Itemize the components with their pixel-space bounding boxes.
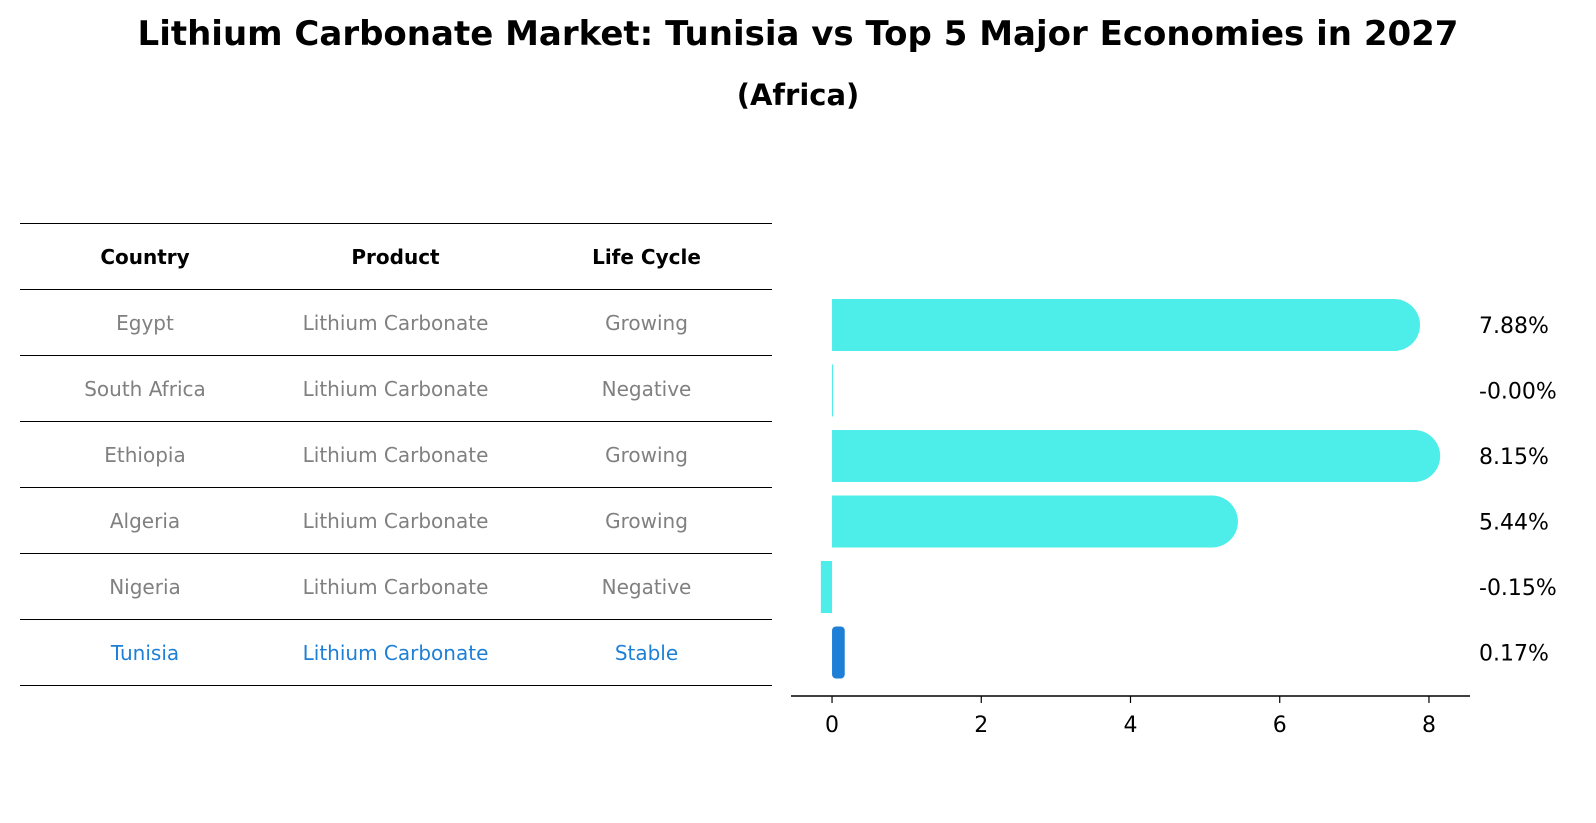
bar-ethiopia bbox=[832, 430, 1441, 482]
value-label: -0.15% bbox=[1479, 576, 1557, 601]
chart-subtitle: (Africa) bbox=[736, 78, 860, 112]
header-life-cycle: Life Cycle bbox=[592, 244, 701, 269]
country-cell: Nigeria bbox=[109, 574, 181, 599]
value-label: 8.15% bbox=[1479, 445, 1549, 470]
value-label: 5.44% bbox=[1479, 511, 1549, 536]
product-cell: Lithium Carbonate bbox=[302, 310, 489, 335]
life-cycle-cell: Stable bbox=[614, 640, 679, 665]
table-header-row: Country Product Life Cycle bbox=[20, 224, 772, 290]
table-row: Ethiopia Lithium Carbonate Growing bbox=[20, 422, 772, 488]
product-cell: Lithium Carbonate bbox=[302, 508, 489, 533]
market-table: Country Product Life Cycle Egypt Lithium… bbox=[20, 223, 772, 686]
life-cycle-cell: Growing bbox=[605, 508, 688, 533]
life-cycle-cell: Growing bbox=[605, 310, 688, 335]
bar-south-africa bbox=[832, 364, 834, 417]
life-cycle-cell: Negative bbox=[601, 376, 692, 401]
x-tick-label: 4 bbox=[1124, 713, 1138, 738]
value-label: 0.17% bbox=[1479, 642, 1549, 667]
bar-nigeria bbox=[820, 561, 833, 613]
bar-tunisia bbox=[832, 626, 845, 679]
table-row: South Africa Lithium Carbonate Negative bbox=[20, 356, 772, 422]
chart-title: Lithium Carbonate Market: Tunisia vs Top… bbox=[137, 14, 1459, 54]
product-cell: Lithium Carbonate bbox=[302, 376, 489, 401]
bar-egypt bbox=[832, 299, 1421, 351]
country-cell: Ethiopia bbox=[104, 442, 186, 467]
country-cell: South Africa bbox=[84, 376, 206, 401]
x-tick-label: 0 bbox=[825, 713, 839, 738]
header-country: Country bbox=[100, 244, 190, 269]
x-tick-label: 6 bbox=[1273, 713, 1287, 738]
country-cell: Egypt bbox=[116, 310, 174, 335]
table-row: Algeria Lithium Carbonate Growing bbox=[20, 488, 772, 554]
product-cell: Lithium Carbonate bbox=[302, 640, 489, 665]
country-cell: Tunisia bbox=[110, 640, 180, 665]
product-cell: Lithium Carbonate bbox=[302, 442, 489, 467]
x-tick-label: 2 bbox=[974, 713, 988, 738]
product-cell: Lithium Carbonate bbox=[302, 574, 489, 599]
header-product: Product bbox=[351, 244, 440, 269]
bar-algeria bbox=[832, 495, 1238, 548]
table-row-highlighted: Tunisia Lithium Carbonate Stable bbox=[20, 620, 772, 686]
table-row: Nigeria Lithium Carbonate Negative bbox=[20, 554, 772, 620]
value-label: -0.00% bbox=[1479, 380, 1557, 405]
life-cycle-cell: Negative bbox=[601, 574, 692, 599]
table-row: Egypt Lithium Carbonate Growing bbox=[20, 290, 772, 356]
country-cell: Algeria bbox=[109, 508, 181, 533]
value-label: 7.88% bbox=[1479, 314, 1549, 339]
x-tick-label: 8 bbox=[1422, 713, 1436, 738]
life-cycle-cell: Growing bbox=[605, 442, 688, 467]
